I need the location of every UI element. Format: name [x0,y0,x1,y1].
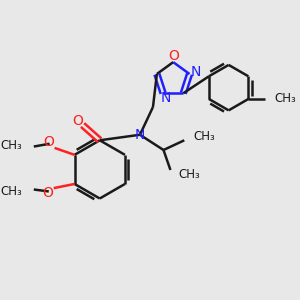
Text: CH₃: CH₃ [193,130,215,143]
Text: CH₃: CH₃ [0,185,22,198]
Text: CH₃: CH₃ [178,168,200,182]
Text: O: O [168,49,179,63]
Text: N: N [161,91,171,105]
Text: O: O [72,114,83,128]
Text: N: N [190,65,201,79]
Text: CH₃: CH₃ [275,92,296,106]
Text: O: O [42,186,53,200]
Text: O: O [43,135,54,149]
Text: N: N [135,128,145,142]
Text: CH₃: CH₃ [0,139,22,152]
